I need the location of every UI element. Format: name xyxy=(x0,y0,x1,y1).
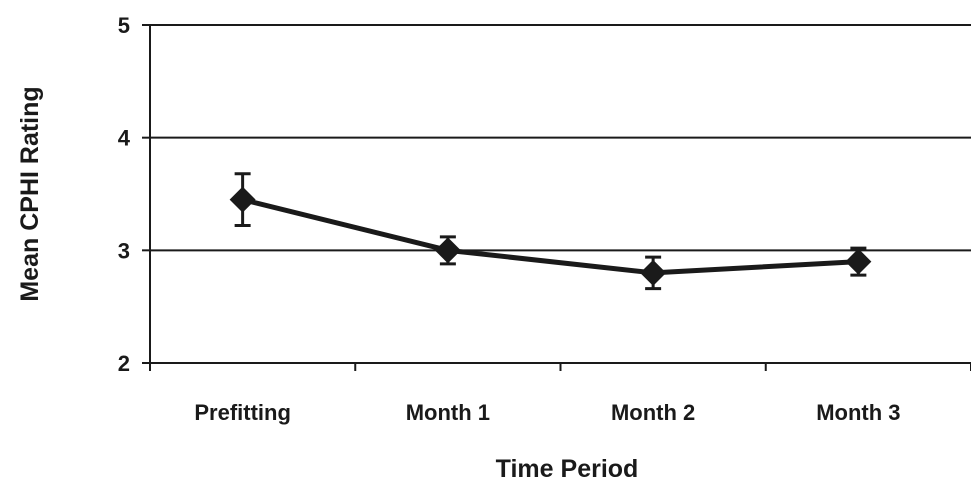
data-point xyxy=(640,259,667,286)
series-group xyxy=(229,172,872,291)
x-tick-label: Month 3 xyxy=(816,400,900,425)
x-tick-label: Month 2 xyxy=(611,400,695,425)
y-tick-labels: 2 3 4 5 xyxy=(118,13,131,376)
x-axis-label: Time Period xyxy=(496,455,639,481)
data-point xyxy=(229,186,256,213)
series-line xyxy=(242,197,859,276)
gridlines xyxy=(150,24,971,252)
y-tick-label: 4 xyxy=(118,126,131,151)
x-tick-label: Month 1 xyxy=(406,400,490,425)
y-tick-label: 2 xyxy=(118,351,130,376)
y-tick-label: 5 xyxy=(118,13,130,38)
x-tick-labels: Prefitting Month 1 Month 2 Month 3 xyxy=(194,400,900,425)
axes xyxy=(142,24,971,371)
y-tick-label: 3 xyxy=(118,238,130,263)
y-axis-label: Mean CPHI Rating xyxy=(16,86,44,301)
data-point xyxy=(434,237,461,264)
x-tick-label: Prefitting xyxy=(194,400,291,425)
data-point xyxy=(845,248,872,275)
